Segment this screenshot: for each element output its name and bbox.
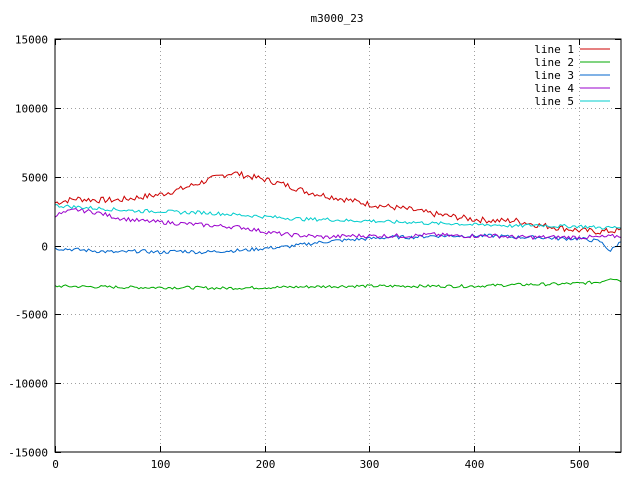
y-tick-label: 15000 [15, 34, 48, 47]
legend-label: line 1 [534, 43, 574, 56]
y-tick-label: -10000 [8, 378, 48, 391]
y-tick-label: -15000 [8, 447, 48, 460]
legend-label: line 3 [534, 69, 574, 82]
x-tick-label: 500 [570, 458, 590, 471]
x-tick-label: 200 [256, 458, 276, 471]
x-tick-label: 100 [151, 458, 171, 471]
series-line-2 [54, 278, 622, 291]
legend-label: line 4 [534, 82, 574, 95]
legend-label: line 5 [534, 95, 574, 108]
y-tick-label: 10000 [15, 103, 48, 116]
x-tick-label: 300 [360, 458, 380, 471]
chart-title: m3000_23 [311, 12, 364, 25]
y-tick-label: 5000 [22, 172, 49, 185]
series-lines [54, 170, 622, 291]
grid [55, 39, 621, 452]
legend-label: line 2 [534, 56, 574, 69]
y-tick-label: -5000 [15, 309, 48, 322]
x-tick-label: 400 [465, 458, 485, 471]
plot-frame [54, 38, 622, 453]
y-tick-label: 0 [41, 241, 48, 254]
x-tick-label: 0 [52, 458, 59, 471]
series-line-5 [54, 204, 622, 230]
axis-ticks: 0 100 200 300 400 500 -15000 -10000 -5000 0 5000 10… [8, 34, 621, 471]
series-line-4 [54, 207, 622, 241]
